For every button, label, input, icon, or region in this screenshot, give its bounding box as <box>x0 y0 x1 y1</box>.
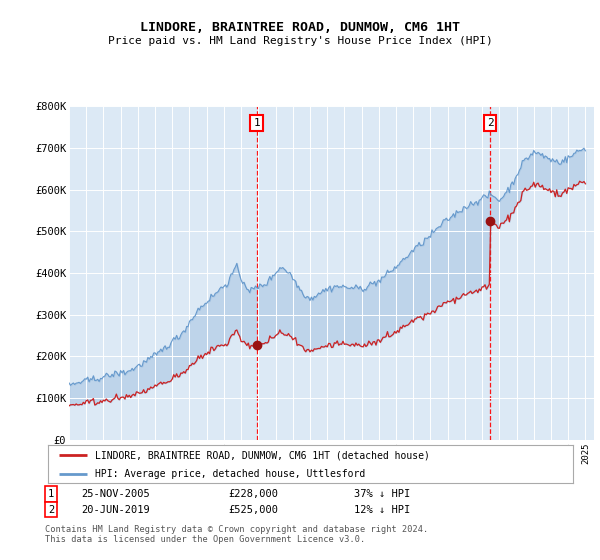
Text: 2: 2 <box>48 505 54 515</box>
Text: HPI: Average price, detached house, Uttlesford: HPI: Average price, detached house, Uttl… <box>95 469 365 479</box>
Text: Contains HM Land Registry data © Crown copyright and database right 2024.
This d: Contains HM Land Registry data © Crown c… <box>45 525 428 544</box>
Text: Price paid vs. HM Land Registry's House Price Index (HPI): Price paid vs. HM Land Registry's House … <box>107 36 493 46</box>
Text: 37% ↓ HPI: 37% ↓ HPI <box>354 489 410 499</box>
Text: 2: 2 <box>487 118 494 128</box>
Text: 12% ↓ HPI: 12% ↓ HPI <box>354 505 410 515</box>
Text: 20-JUN-2019: 20-JUN-2019 <box>81 505 150 515</box>
Text: LINDORE, BRAINTREE ROAD, DUNMOW, CM6 1HT: LINDORE, BRAINTREE ROAD, DUNMOW, CM6 1HT <box>140 21 460 34</box>
Text: £525,000: £525,000 <box>228 505 278 515</box>
Text: 1: 1 <box>253 118 260 128</box>
Text: LINDORE, BRAINTREE ROAD, DUNMOW, CM6 1HT (detached house): LINDORE, BRAINTREE ROAD, DUNMOW, CM6 1HT… <box>95 450 430 460</box>
Text: 1: 1 <box>48 489 54 499</box>
Text: 25-NOV-2005: 25-NOV-2005 <box>81 489 150 499</box>
Text: £228,000: £228,000 <box>228 489 278 499</box>
